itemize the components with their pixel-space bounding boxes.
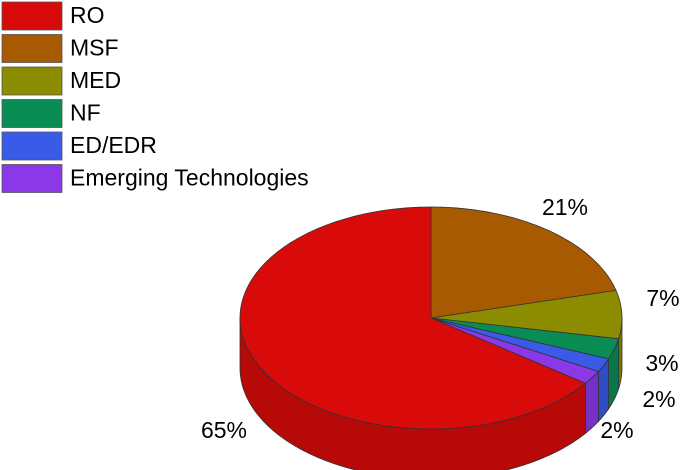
value-label: 65% xyxy=(201,417,247,443)
legend-swatch xyxy=(1,99,63,128)
value-label: 21% xyxy=(542,194,588,220)
value-label: 7% xyxy=(646,285,679,311)
pie-slice xyxy=(430,317,610,372)
legend-swatch xyxy=(1,164,63,193)
pie-slice xyxy=(430,317,620,360)
pie-slice xyxy=(430,317,600,384)
legend-swatch xyxy=(1,34,63,63)
legend-label: Emerging Technologies xyxy=(70,165,309,191)
legend-label: MSF xyxy=(70,35,119,61)
legend-label: RO xyxy=(70,2,105,28)
pie-slice xyxy=(430,289,623,340)
value-label: 2% xyxy=(642,386,675,412)
legend-label: ED/EDR xyxy=(70,132,157,158)
value-label: 2% xyxy=(600,417,633,443)
pie-slice xyxy=(239,206,587,430)
legend-swatch xyxy=(1,131,63,161)
pie-slice xyxy=(430,206,617,319)
value-label: 3% xyxy=(645,350,678,376)
legend-label: MED xyxy=(70,67,121,93)
legend-swatch xyxy=(1,66,63,96)
legend-label: NF xyxy=(70,100,101,126)
legend-swatch xyxy=(1,1,63,31)
